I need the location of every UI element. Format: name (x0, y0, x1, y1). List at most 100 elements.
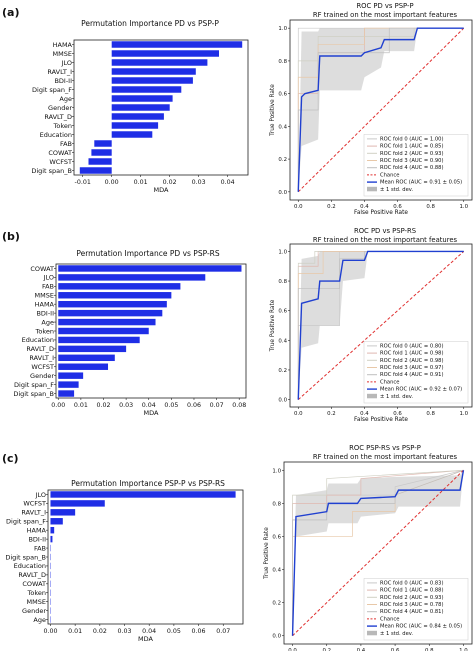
legend-label: Mean ROC (AUC = 0.92 ± 0.07) (380, 387, 462, 393)
roc-chart-a: 0.0 0.0 0.2 0.2 0.4 0.4 0.6 0.6 0.8 0.8 1.0 1.0 Fals… (270, 19, 473, 216)
bar (58, 390, 75, 397)
y-tick-label: RAVLT_D (26, 345, 54, 353)
bar (58, 283, 181, 290)
legend-box (363, 134, 469, 197)
legend-label: ± 1 std. dev. (380, 631, 413, 637)
legend-label: ROC fold 3 (AUC = 0.97) (380, 365, 444, 371)
bar (50, 535, 53, 543)
legend-label: ROC fold 2 (AUC = 0.93) (380, 151, 444, 157)
x-tick-label: 0.8 (426, 204, 435, 210)
x-tick-label: 0.0 (294, 204, 303, 210)
bar-chart-title-b: Permutation Importance PD vs PSP-RS (76, 249, 220, 258)
bar (111, 122, 159, 129)
bar (111, 68, 196, 75)
legend-label: ROC fold 3 (AUC = 0.90) (380, 158, 444, 164)
bar (58, 354, 115, 362)
y-tick-label: FAB (42, 283, 54, 291)
legend-label: Chance (380, 172, 399, 178)
y-tick-label: 0.2 (278, 157, 287, 163)
y-tick-label: BDI-II (36, 309, 54, 317)
y-tick-label: Gender (30, 372, 54, 380)
y-tick-label: 0.8 (278, 279, 287, 285)
legend-label: Chance (380, 616, 399, 622)
bar (111, 77, 193, 84)
y-tick-label: 0.0 (278, 190, 287, 196)
bar (50, 518, 63, 525)
x-tick-label: 0.01 (74, 402, 88, 409)
x-tick-label: -0.01 (75, 179, 91, 186)
x-tick-label: 0.6 (391, 648, 400, 651)
roc-chart-c: 0.00.00.20.20.40.40.60.60.80.81.01.0Fals… (264, 461, 473, 651)
y-tick-label: Digit span_B (5, 553, 46, 561)
y-tick-label: Token (53, 122, 73, 130)
x-axis-label: False Positive Rate (354, 417, 408, 423)
bar (111, 95, 173, 102)
bar (111, 104, 170, 111)
roc-subtitle-b: RF trained on the most important feature… (313, 236, 458, 244)
legend-label: Chance (380, 379, 399, 385)
y-tick-label: JLO (35, 491, 46, 499)
y-axis-label: True Positive Rate (264, 527, 270, 580)
panel-label-a: (a) (2, 6, 19, 19)
bar (58, 381, 79, 388)
bar (58, 372, 84, 379)
x-tick-label: 0.08 (232, 402, 246, 409)
bar (111, 41, 243, 48)
y-tick-label: 0.2 (278, 368, 287, 374)
legend-label: ± 1 std. dev. (380, 394, 413, 400)
legend-label: ROC fold 1 (AUC = 0.85) (380, 144, 444, 150)
y-tick-label: 0.4 (278, 338, 287, 344)
roc-title-b: ROC PD vs PSP-RS (354, 227, 416, 235)
y-tick-label: HAMA (53, 41, 73, 49)
legend-label: ROC fold 2 (AUC = 0.93) (380, 595, 444, 601)
x-tick-label: 0.6 (393, 411, 402, 417)
y-tick-label: BDI-II (28, 535, 46, 543)
y-tick-label: Digit span_F (6, 518, 46, 526)
legend-box (363, 578, 469, 641)
legend-box (363, 341, 469, 404)
bar (58, 327, 149, 335)
y-tick-label: 0.8 (278, 59, 287, 65)
x-tick-label: 1.0 (459, 411, 468, 417)
legend-label: ± 1 std. dev. (380, 187, 413, 193)
bar (58, 300, 167, 308)
x-tick-label: 0.8 (426, 411, 435, 417)
roc-subtitle-c: RF trained on the most important feature… (313, 453, 458, 461)
bar-chart-title-c: Permutation Importance PSP-P vs PSP-RS (71, 479, 225, 488)
y-tick-label: Gender (48, 104, 72, 112)
y-tick-label: RAVLT_I (21, 509, 46, 517)
legend-label: ROC fold 4 (AUC = 0.91) (380, 372, 444, 378)
y-tick-label: Education (40, 131, 72, 139)
std-dev-band (298, 28, 464, 192)
bar (58, 265, 242, 272)
y-tick-label: 0.0 (272, 634, 281, 640)
bar (111, 86, 182, 93)
y-tick-label: Token (27, 589, 47, 597)
bar (111, 59, 208, 66)
mean-roc-line (297, 250, 464, 400)
legend-swatch (367, 630, 377, 636)
y-tick-label: FAB (60, 140, 72, 148)
x-tick-label: 0.05 (164, 402, 178, 409)
x-tick-label: 0.02 (96, 402, 110, 409)
y-tick-label: Gender (22, 607, 46, 615)
bar (91, 149, 112, 156)
legend-label: Mean ROC (AUC = 0.84 ± 0.05) (380, 624, 462, 630)
y-tick-label: 0.6 (272, 534, 281, 540)
roc-legend: ROC fold 0 (AUC = 0.80) ROC fold 1 (AUC =… (363, 341, 469, 404)
y-tick-label: Digit span_F (14, 381, 54, 389)
legend-label: ROC fold 2 (AUC = 0.98) (380, 358, 444, 364)
y-tick-label: 1.0 (278, 26, 287, 32)
roc-fold-line (297, 251, 464, 400)
y-tick-label: COWAT (22, 580, 46, 588)
y-tick-label: Token (35, 327, 55, 335)
roc-title-a: ROC PD vs PSP-P (356, 2, 413, 10)
y-axis-label: True Positive Rate (270, 84, 276, 137)
bar-chart-b: COWATJLOFABMMSEHAMABDI-IIAgeTokenEducati… (13, 263, 247, 417)
bar (50, 509, 76, 516)
y-tick-label: Digit span_B (31, 167, 72, 175)
legend-label: ROC fold 4 (AUC = 0.81) (380, 609, 444, 615)
y-tick-label: Education (22, 336, 54, 344)
